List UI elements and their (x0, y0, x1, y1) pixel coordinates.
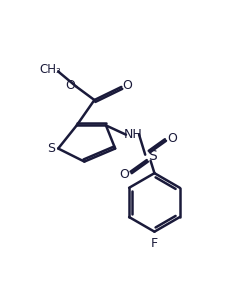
Text: O: O (119, 168, 129, 181)
Text: F: F (151, 238, 158, 251)
Text: O: O (167, 132, 177, 145)
Text: NH: NH (123, 128, 142, 141)
Text: S: S (47, 142, 55, 155)
Text: S: S (148, 149, 157, 163)
Text: CH₃: CH₃ (40, 63, 61, 77)
Text: O: O (123, 79, 132, 92)
Text: O: O (66, 79, 75, 92)
